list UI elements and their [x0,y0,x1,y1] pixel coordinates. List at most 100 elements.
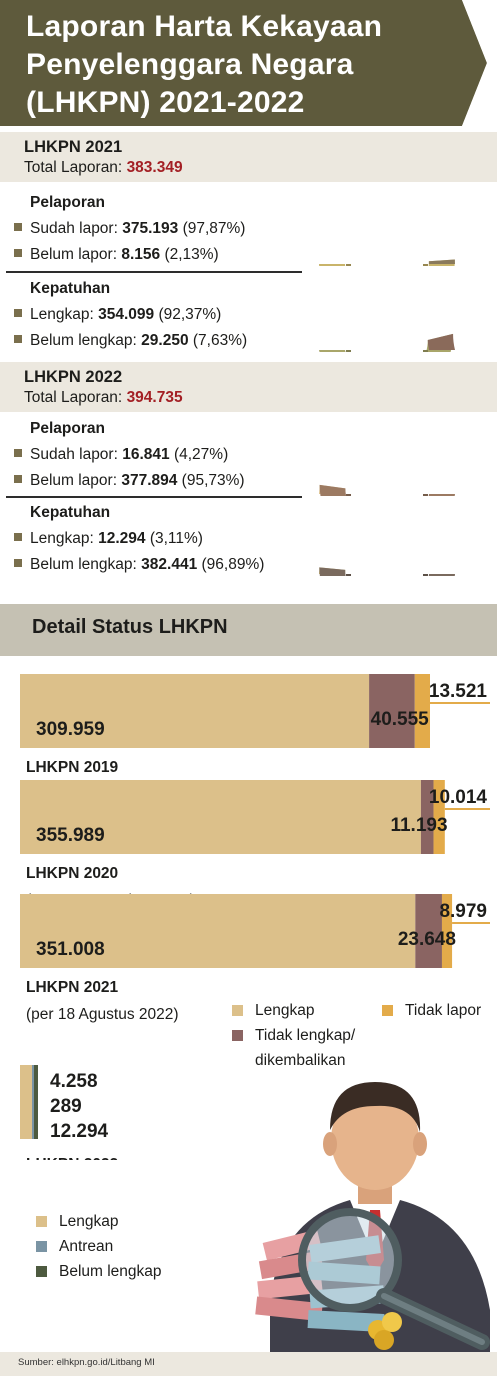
bar-label-tidak-lapor: 10.014 [429,787,488,808]
pelaporan-2022: Pelaporan Sudah lapor: 16.841 (4,27%) Be… [0,416,300,496]
total-value: 383.349 [126,159,183,176]
bar-segment-lengkap [20,1065,32,1139]
bar-label-tidak-lapor: 13.521 [429,681,488,702]
year-band-2022: LHKPN 2022 Total Laporan: 394.735 [0,362,497,412]
bar-segment-tidak-lapor [441,894,453,968]
block-title: Kepatuhan [30,280,111,297]
stat-row: Belum lapor: 377.894 (95,73%) [14,472,245,490]
bar-label-antrean: 289 [50,1096,82,1117]
donut-pelaporan-2021 [319,259,455,266]
stat-row: Belum lapor: 8.156 (2,13%) [14,246,219,264]
category-label: LHKPN 2022 [26,1156,118,1160]
donut-hole [351,350,423,352]
header-arrow-shape [0,0,497,126]
legend-tidak-lapor: Tidak lapor [382,1002,481,1020]
bullet-square [14,309,22,317]
detail-status-band: Detail Status LHKPN [0,604,497,656]
bullet-square [14,223,22,231]
legend-2022-antrean: Antrean [36,1238,113,1256]
kepatuhan-2021: Kepatuhan Lengkap: 354.099 (92,37%) Belu… [0,276,300,356]
bar-row-lhkpn-2021: 351.008 23.648 8.979 LHKPN 2021 (per 18 Agus… [20,894,490,1023]
category-label: LHKPN 2020 [26,865,118,882]
legend-tidak-lengkap: Tidak lengkap/ [232,1027,355,1045]
bar-segment-tidak-lengkap [420,780,434,854]
category-sublabel: (per 18 Agustus 2022) [26,1006,179,1023]
stat-label: Belum lengkap: [30,332,137,349]
legend-swatch [36,1266,47,1277]
stat-pct: (95,73%) [181,472,245,489]
stat-label: Belum lapor: [30,472,118,489]
total-laporan-2022: Total Laporan: 394.735 [24,389,497,407]
legend-swatch [232,1030,243,1041]
donut-slice-sudah-lapor [319,259,455,266]
donut-slice-belum-lengkap [427,333,455,350]
stat-value: 29.250 [141,332,189,349]
block-title: Kepatuhan [30,504,111,521]
kepatuhan-2022: Kepatuhan Lengkap: 12.294 (3,11%) Belum … [0,500,300,580]
detail-status-chart: 309.959 40.555 13.521 LHKPN 2019 355.989 11.1… [20,674,490,1160]
bar-segment-belum-lengkap [34,1065,38,1139]
head-shape [331,1090,419,1190]
bar-label-lengkap: 309.959 [36,719,105,740]
bar-segment-antrean [32,1065,34,1139]
stat-pct: (3,11%) [149,530,203,547]
bullet-square [14,559,22,567]
bar-segment-tidak-lapor [414,674,430,748]
donut-hole [351,494,423,496]
stat-value: 16.841 [122,446,170,463]
donut-kepatuhan-2022 [319,567,455,576]
stat-label: Sudah lapor: [30,220,118,237]
stat-pct: (2,13%) [164,246,219,263]
bar-label-tidak-lengkap: 40.555 [371,709,430,730]
pelaporan-2021: Pelaporan Sudah lapor: 375.193 (97,87%) … [0,190,300,270]
bullet-square [14,475,22,483]
source-text: Sumber: elhkpn.go.id/Litbang MI [18,1357,155,1368]
stat-label: Belum lengkap: [30,556,137,573]
bar-label-lengkap: 351.008 [36,939,105,960]
year-band-2021: LHKPN 2021 Total Laporan: 383.349 [0,132,497,182]
source-footer: Sumber: elhkpn.go.id/Litbang MI [0,1352,497,1376]
bullet-square [14,335,22,343]
donut-kepatuhan-2021 [319,333,455,352]
year-title-2021: LHKPN 2021 [24,138,123,156]
legend-swatch [36,1241,47,1252]
bar-segment-tidak-lengkap [415,894,442,968]
legend-label: Lengkap [59,1213,119,1230]
stat-row: Belum lengkap: 382.441 (96,89%) [14,556,264,574]
stat-row: Sudah lapor: 375.193 (97,87%) [14,220,245,238]
category-label: LHKPN 2019 [26,759,119,776]
total-value: 394.735 [126,389,183,406]
bullet-square [14,249,22,257]
magnifier-icon [298,1208,490,1350]
stat-value: 8.156 [121,246,161,263]
stat-pct: (96,89%) [201,556,265,573]
section-title: Detail Status LHKPN [32,616,228,638]
donut-slice-lengkap [319,333,454,352]
total-laporan-2021: Total Laporan: 383.349 [24,159,497,177]
bar-segment-lengkap [20,780,421,854]
donut-slice-belum-lengkap [319,567,455,576]
legend-2022-lengkap: Lengkap [36,1213,118,1231]
legend-2022-belum-lengkap: Belum lengkap [36,1263,162,1281]
divider [6,271,302,273]
legend-tidak-lengkap-line2: dikembalikan [255,1052,345,1070]
page-title: Laporan Harta Kekayaan Penyelenggara Neg… [26,10,383,119]
stat-label: Belum lapor: [30,246,118,263]
bar-label-tidak-lengkap: 11.193 [390,815,447,836]
stat-pct: (97,87%) [182,220,246,237]
stat-value: 375.193 [122,220,179,237]
legend-label: Belum lengkap [59,1263,162,1280]
stat-pct: (7,63%) [192,332,248,349]
legend-label: Antrean [59,1238,114,1255]
category-label: LHKPN 2021 [26,979,119,996]
donut-slice-belum-lapor [319,484,455,496]
bar-row-lhkpn-2019: 309.959 40.555 13.521 LHKPN 2019 [20,674,490,776]
bar-label-tidak-lapor: 8.979 [439,901,487,922]
bar-segment-tidak-lapor [433,780,445,854]
header-banner: Laporan Harta Kekayaan Penyelenggara Neg… [0,0,497,126]
stat-pct: (4,27%) [173,446,229,463]
stat-label: Sudah lapor: [30,446,118,463]
hair-shape [330,1082,421,1132]
